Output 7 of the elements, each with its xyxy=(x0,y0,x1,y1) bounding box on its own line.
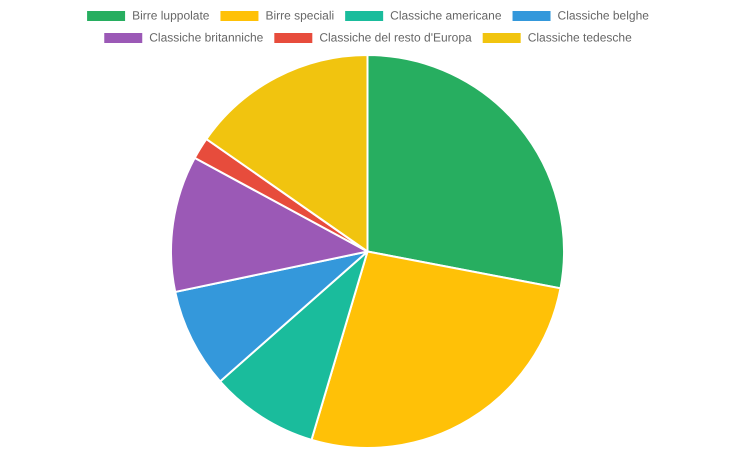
legend-label: Classiche del resto d'Europa xyxy=(319,30,472,44)
legend-label: Classiche britanniche xyxy=(149,30,264,44)
legend-label: Classiche belghe xyxy=(558,8,650,22)
legend-label: Birre luppolate xyxy=(132,8,210,22)
legend-label: Classiche tedesche xyxy=(528,30,632,44)
legend-label: Classiche americane xyxy=(390,8,502,22)
legend-label: Birre speciali xyxy=(265,8,334,22)
